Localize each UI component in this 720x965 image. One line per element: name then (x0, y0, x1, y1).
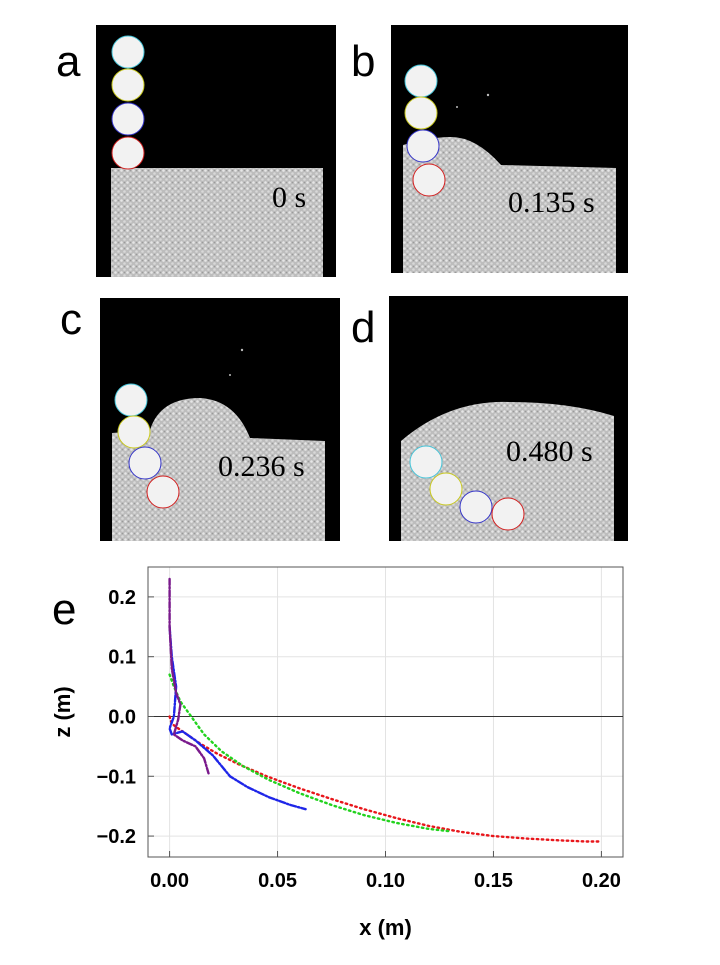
x-tick-label: 0.05 (258, 870, 297, 892)
y-tick-label: 0.2 (108, 587, 136, 609)
sphere-top (409, 445, 443, 479)
panel-label-e: e (52, 585, 77, 634)
x-tick-label: 0.20 (582, 870, 621, 892)
simulation-panel-d (389, 296, 628, 541)
sphere-2 (117, 415, 151, 449)
y-tick-label: −0.1 (97, 766, 136, 788)
panel-a-scene (111, 35, 323, 277)
simulation-panel-c (100, 298, 340, 541)
y-axis-label: z (m) (50, 686, 75, 737)
sphere-top (404, 64, 438, 98)
sphere-3 (111, 102, 145, 136)
panel-label-d: d (351, 303, 376, 352)
sphere-2 (429, 472, 463, 506)
simulation-panel-b (391, 25, 628, 273)
x-axis-label: x (m) (359, 915, 412, 940)
time-label-d: 0.480 s (506, 435, 593, 468)
panel-b-scene (403, 64, 616, 273)
sphere-top (111, 35, 145, 69)
granular-bed (403, 137, 616, 273)
series-line-3 (168, 577, 210, 775)
panel-label-a: a (56, 37, 81, 86)
sphere-bottom (491, 497, 525, 531)
granular-bed (401, 401, 614, 541)
simulation-panel-a (96, 25, 336, 277)
sphere-2 (111, 68, 145, 102)
granular-bed (111, 168, 323, 277)
time-label-c: 0.236 s (218, 450, 305, 483)
sphere-3 (406, 129, 440, 163)
panel-c-scene (112, 348, 325, 541)
x-tick-label: 0.10 (366, 870, 405, 892)
panel-label-b: b (351, 37, 376, 86)
sphere-2 (404, 96, 438, 130)
trajectory-chart: 0.00 0.05 0.10 0.15 0.20 0.2 0.1 0.0 −0.1 −0.2 x … (50, 566, 624, 940)
time-label-a: 0 s (272, 181, 307, 214)
sphere-3 (128, 446, 162, 480)
sphere-top (114, 383, 148, 417)
panel-label-c: c (60, 295, 82, 344)
x-tick-label: 0.15 (474, 870, 513, 892)
ticks: 0.00 0.05 0.10 0.15 0.20 0.2 0.1 0.0 −0.1 −0.2 (97, 587, 621, 892)
grid (148, 567, 623, 857)
trajectory-plot: 0.00 0.05 0.10 0.15 0.20 0.2 0.1 0.0 −0.1 −0.2 x … (0, 545, 720, 960)
y-tick-label: 0.0 (108, 706, 136, 728)
series (168, 577, 603, 843)
sphere-3 (459, 490, 493, 524)
time-label-b: 0.135 s (508, 186, 595, 219)
y-tick-label: −0.2 (97, 826, 136, 848)
x-tick-label: 0.00 (150, 870, 189, 892)
sphere-bottom (111, 136, 145, 170)
panel-d-scene (401, 401, 614, 541)
y-tick-label: 0.1 (108, 647, 136, 669)
series-line-1 (168, 673, 452, 833)
sphere-bottom (412, 163, 446, 197)
sphere-bottom (146, 475, 180, 509)
